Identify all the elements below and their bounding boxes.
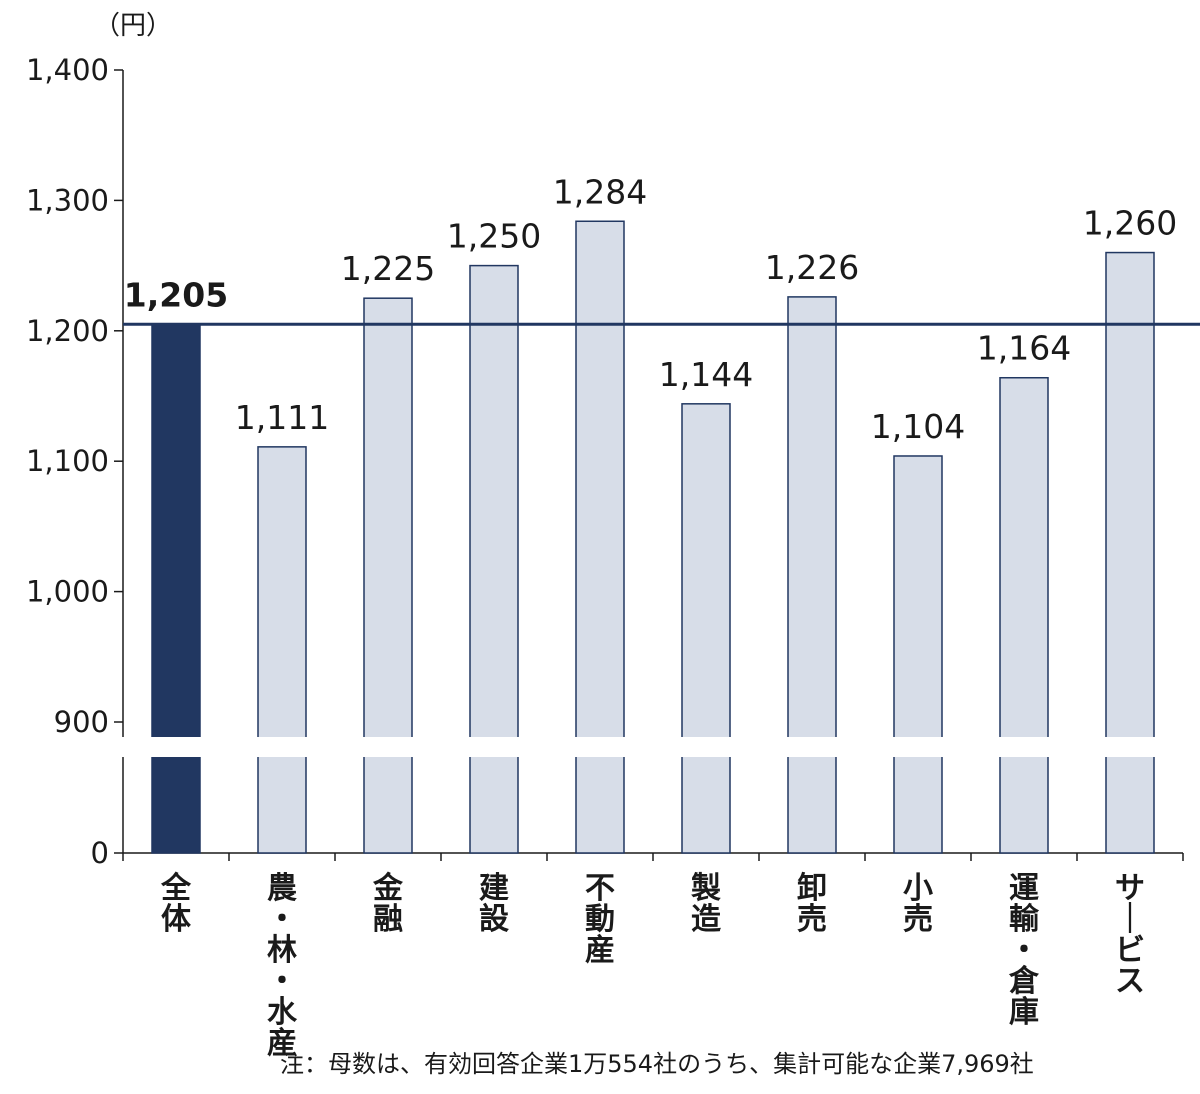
bar-5 [575, 220, 625, 854]
category-label-6: 製造 [691, 871, 721, 937]
bar-2 [257, 446, 307, 854]
category-label-2: 農・林・水産 [267, 871, 298, 1061]
data-label-2: 1,111 [235, 398, 329, 437]
data-label-1: 1,205 [124, 275, 228, 314]
data-label-3: 1,225 [341, 249, 435, 288]
y-tick-label: 900 [54, 705, 109, 739]
y-tick-label: 1,400 [26, 53, 109, 87]
data-label-5: 1,284 [553, 172, 647, 211]
data-label-6: 1,144 [659, 355, 753, 394]
bar-1 [151, 323, 201, 854]
y-tick-label: 1,100 [26, 444, 109, 478]
y-axis-unit-label: （円） [94, 11, 172, 41]
category-label-8: 小売 [903, 871, 933, 937]
footnote: 注：母数は、有効回答企業1万554社のうち、集計可能な企業7,969社 [280, 1050, 1034, 1078]
category-label-3: 金融 [372, 871, 404, 937]
y-tick-label: 1,300 [26, 183, 109, 217]
data-label-9: 1,164 [977, 329, 1071, 368]
data-label-7: 1,226 [765, 248, 859, 287]
data-label-4: 1,250 [447, 217, 541, 256]
bar-3 [363, 297, 413, 854]
y-tick-label: 1,200 [26, 314, 109, 348]
data-label-10: 1,260 [1083, 204, 1177, 243]
bar-10 [1105, 251, 1155, 854]
bar-9 [999, 376, 1049, 854]
bar-6 [681, 403, 731, 854]
category-label-5: 不動産 [585, 871, 615, 968]
y-tick-label: 1,000 [26, 575, 109, 609]
data-label-8: 1,104 [871, 407, 965, 446]
category-label-9: 運輸・倉庫 [1008, 871, 1040, 1030]
bar-8 [893, 455, 943, 854]
bar-7 [787, 296, 837, 854]
category-label-7: 卸売 [797, 871, 827, 937]
category-label-4: 建設 [479, 871, 509, 937]
category-label-1: 全体 [160, 871, 192, 937]
bar-4 [469, 264, 519, 854]
category-label-10: サ｜ビス [1115, 871, 1145, 999]
axis-break-gap [109, 737, 1189, 757]
y-tick-label: 0 [91, 836, 109, 870]
